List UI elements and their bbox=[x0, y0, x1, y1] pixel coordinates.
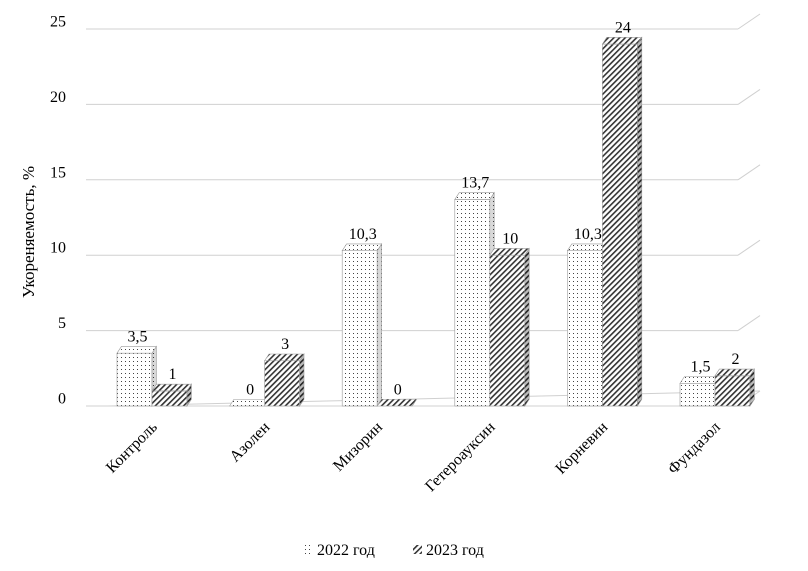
bar-front bbox=[567, 250, 603, 407]
y-tick-label: 0 bbox=[58, 391, 66, 408]
gridlines bbox=[86, 13, 761, 407]
bar-front bbox=[714, 375, 751, 407]
bar-side bbox=[376, 242, 382, 408]
bar-front bbox=[264, 360, 300, 407]
data-label: 0 bbox=[394, 381, 402, 398]
y-tick-label: 15 bbox=[50, 164, 66, 181]
bar-front bbox=[454, 199, 491, 407]
bar-2023 bbox=[376, 398, 418, 407]
bar-top bbox=[151, 383, 192, 392]
x-tick-label: Корневин bbox=[552, 418, 611, 477]
y-axis-title: Укореняемость, % bbox=[19, 166, 38, 298]
legend-label-2023: 2023 год bbox=[426, 542, 484, 559]
data-label: 0 bbox=[246, 381, 254, 398]
x-axis-ticks: Контроль Азолен Мизорин Гетероауксин Корневи… bbox=[103, 418, 724, 495]
data-label: 24 bbox=[615, 19, 631, 36]
bar-top bbox=[489, 248, 530, 256]
y-tick-label: 5 bbox=[58, 315, 66, 332]
bar-2023 bbox=[151, 383, 192, 408]
bar-top bbox=[679, 376, 720, 384]
x-tick-label: Мизорин bbox=[330, 418, 386, 474]
x-tick-label: Азолен bbox=[227, 418, 274, 465]
bar-2022 bbox=[341, 242, 383, 408]
bar-2022 bbox=[679, 375, 720, 408]
legend-label-2022: 2022 год bbox=[317, 542, 375, 559]
bar-top bbox=[376, 398, 418, 407]
y-tick-label: 25 bbox=[50, 14, 66, 31]
gridline-depth bbox=[737, 13, 761, 30]
bar-front bbox=[151, 390, 188, 407]
y-axis-ticks: 0 5 10 15 20 25 bbox=[50, 14, 66, 408]
data-label: 10,3 bbox=[574, 226, 602, 243]
bar-2022 bbox=[116, 345, 157, 408]
y-tick-label: 20 bbox=[50, 89, 66, 106]
gridline-depth bbox=[737, 164, 761, 181]
bar-2023 bbox=[264, 353, 305, 408]
bar-front bbox=[489, 254, 526, 407]
x-tick-label: Контроль bbox=[103, 419, 161, 477]
bar-2023 bbox=[601, 36, 643, 408]
gridline-depth bbox=[737, 239, 761, 256]
legend: 2022 год 2023 год bbox=[304, 542, 484, 559]
bar-top bbox=[341, 243, 383, 251]
data-label: 13,7 bbox=[461, 175, 489, 192]
bar-front bbox=[679, 383, 716, 407]
data-label: 2 bbox=[732, 351, 740, 368]
data-label: 3 bbox=[281, 336, 289, 353]
bar-top bbox=[566, 243, 608, 251]
bar-top bbox=[454, 192, 495, 200]
bar-2023 bbox=[489, 247, 530, 408]
data-label: 10 bbox=[502, 230, 518, 247]
y-tick-label: 10 bbox=[50, 240, 66, 257]
bar-top bbox=[601, 37, 643, 45]
bar-top bbox=[229, 398, 270, 407]
bar-front bbox=[341, 250, 378, 407]
bar-2022 bbox=[454, 191, 495, 408]
bars bbox=[116, 36, 755, 408]
legend-swatch-2022 bbox=[304, 545, 313, 554]
bar-side bbox=[299, 353, 305, 408]
x-tick-label: Гетероауксин bbox=[422, 419, 499, 496]
bar-side bbox=[637, 36, 643, 408]
legend-swatch-2023 bbox=[413, 545, 422, 554]
bar-front bbox=[116, 352, 153, 407]
bar-2022 bbox=[566, 242, 608, 408]
data-label: 10,3 bbox=[349, 226, 377, 243]
data-label: 3,5 bbox=[128, 328, 148, 345]
bar-front bbox=[602, 43, 638, 407]
floor-line bbox=[107, 390, 761, 407]
bar-top bbox=[264, 353, 305, 362]
gridline-depth bbox=[737, 88, 761, 105]
bar-2023 bbox=[714, 368, 755, 408]
data-label: 1 bbox=[169, 366, 177, 383]
bar-side bbox=[524, 247, 530, 408]
bar-2022 bbox=[229, 398, 270, 407]
data-label: 1,5 bbox=[691, 359, 711, 376]
x-tick-label: Фундазол bbox=[665, 419, 724, 478]
bar-top bbox=[116, 346, 157, 354]
gridline-depth bbox=[737, 315, 761, 332]
bar-top bbox=[714, 368, 755, 377]
